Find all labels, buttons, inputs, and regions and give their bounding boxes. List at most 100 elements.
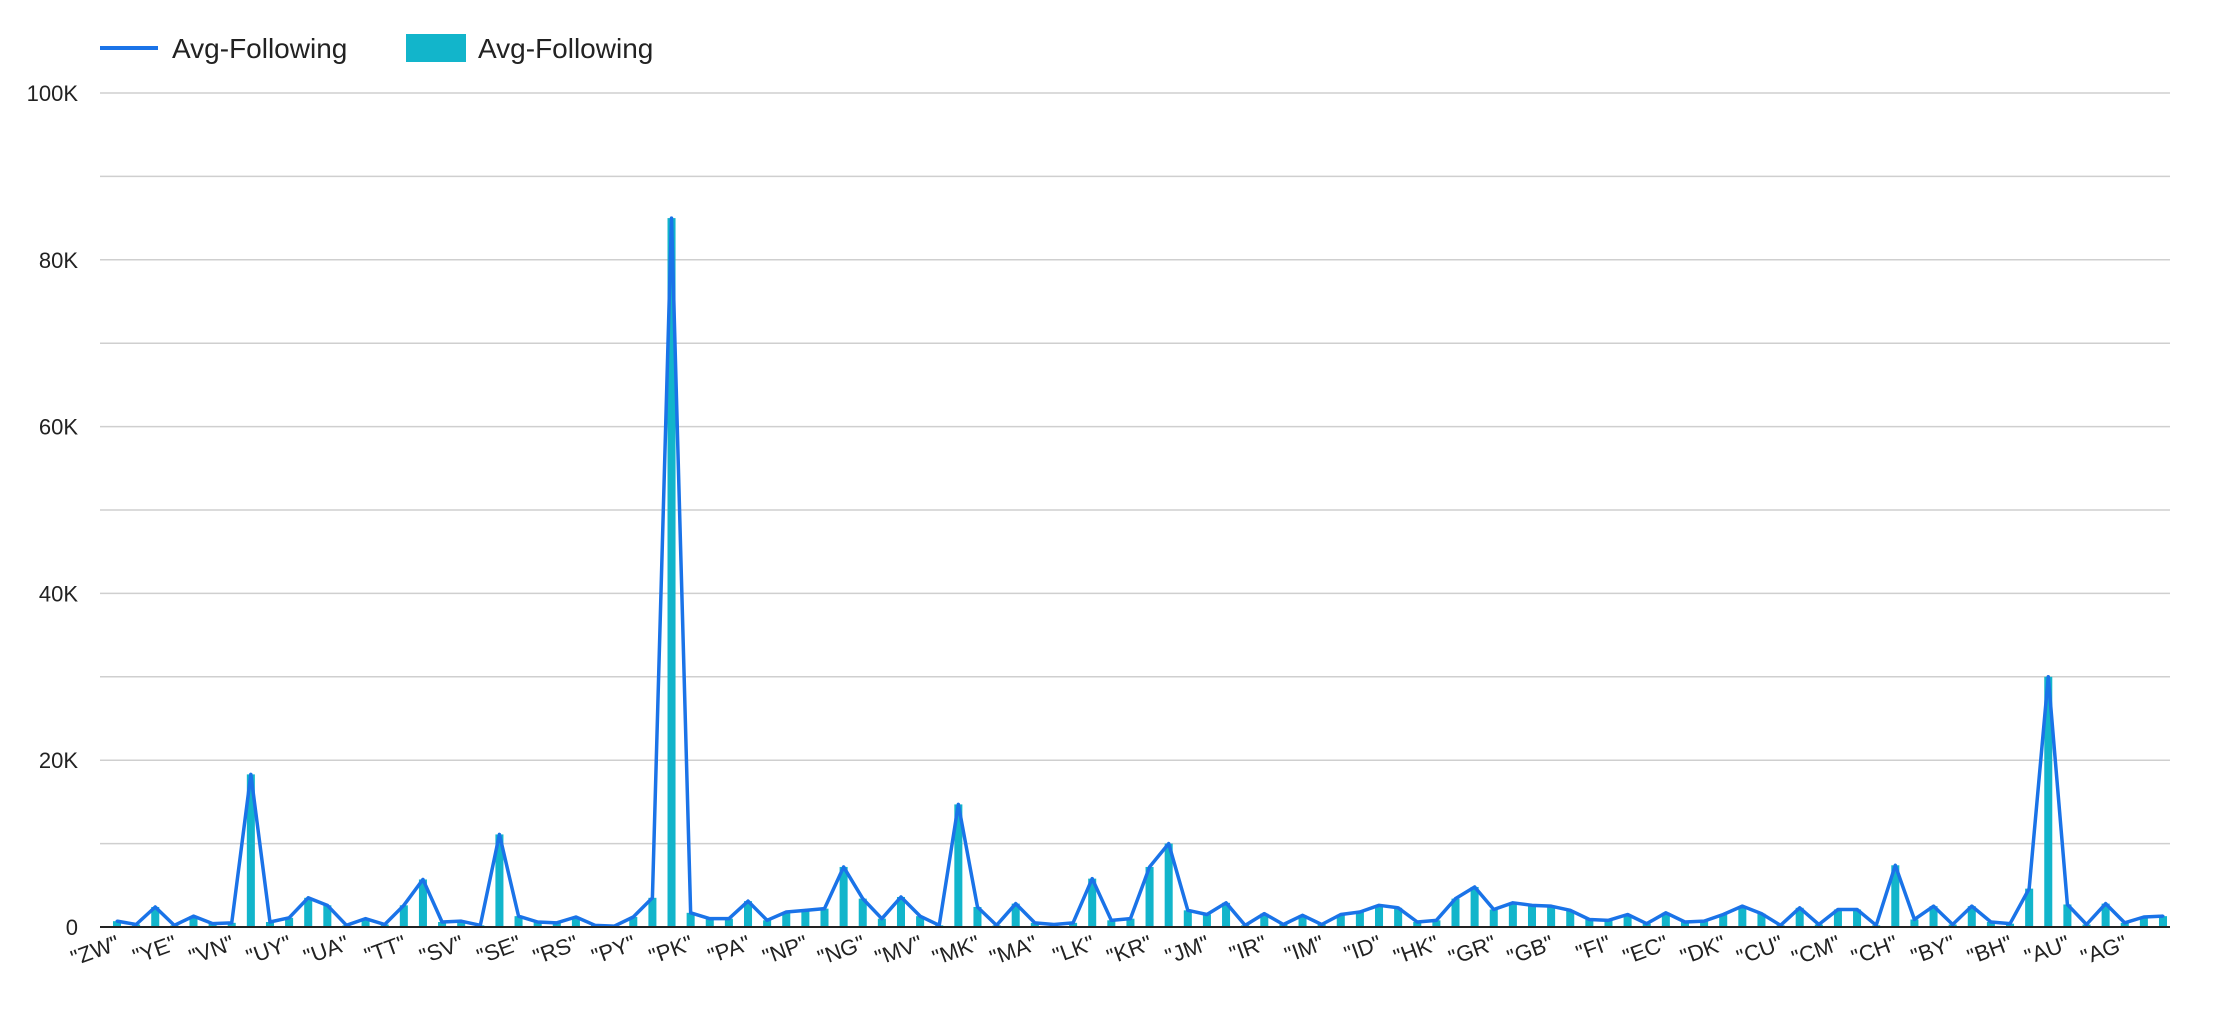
line-point[interactable] xyxy=(1836,907,1840,911)
bar[interactable] xyxy=(1547,906,1556,927)
bar[interactable] xyxy=(1853,909,1862,927)
bar[interactable] xyxy=(1986,921,1995,927)
bar[interactable] xyxy=(361,918,370,927)
bar[interactable] xyxy=(1585,919,1594,927)
line-point[interactable] xyxy=(517,914,521,918)
line-point[interactable] xyxy=(1740,904,1744,908)
line-point[interactable] xyxy=(1148,865,1152,869)
bar[interactable] xyxy=(1183,910,1192,927)
bar[interactable] xyxy=(1661,912,1670,927)
line-point[interactable] xyxy=(497,832,501,836)
line-point[interactable] xyxy=(1549,904,1553,908)
bar[interactable] xyxy=(1164,843,1173,927)
line-point[interactable] xyxy=(1568,908,1572,912)
bar[interactable] xyxy=(227,922,236,927)
line-point[interactable] xyxy=(2104,902,2108,906)
line-point[interactable] xyxy=(822,907,826,911)
line-point[interactable] xyxy=(1281,922,1285,926)
bar[interactable] xyxy=(151,906,160,927)
line-point[interactable] xyxy=(727,917,731,921)
legend[interactable]: Avg-Following Avg-Following xyxy=(100,33,653,64)
bar[interactable] xyxy=(1355,911,1364,927)
line-point[interactable] xyxy=(1530,903,1534,907)
line-point[interactable] xyxy=(364,917,368,921)
bar[interactable] xyxy=(743,901,753,927)
line-point[interactable] xyxy=(1090,877,1094,881)
line-point[interactable] xyxy=(1052,922,1056,926)
line-point[interactable] xyxy=(1511,901,1515,905)
line-point[interactable] xyxy=(2142,915,2146,919)
bar[interactable] xyxy=(1011,903,1020,927)
bar[interactable] xyxy=(801,910,810,927)
line-point[interactable] xyxy=(708,917,712,921)
line-point[interactable] xyxy=(1855,907,1859,911)
line-point[interactable] xyxy=(1186,908,1190,912)
bar[interactable] xyxy=(1929,906,1938,927)
line-point[interactable] xyxy=(1262,912,1266,916)
bar[interactable] xyxy=(1222,902,1231,927)
line-point[interactable] xyxy=(784,910,788,914)
bar[interactable] xyxy=(2139,916,2148,927)
bar[interactable] xyxy=(1470,886,1479,927)
line-point[interactable] xyxy=(975,905,979,909)
line-point[interactable] xyxy=(689,911,693,915)
series-line[interactable] xyxy=(116,216,2164,928)
line-point[interactable] xyxy=(880,917,884,921)
bar[interactable] xyxy=(2044,676,2053,927)
line-point[interactable] xyxy=(555,921,559,925)
line-point[interactable] xyxy=(2161,914,2165,918)
line-point[interactable] xyxy=(1645,922,1649,926)
bar[interactable] xyxy=(1451,898,1460,927)
line-point[interactable] xyxy=(2008,922,2012,926)
bar[interactable] xyxy=(552,922,561,927)
bar[interactable] xyxy=(629,916,638,927)
line-point[interactable] xyxy=(861,897,865,901)
bar[interactable] xyxy=(973,906,982,927)
bar[interactable] xyxy=(1604,920,1613,927)
line-point[interactable] xyxy=(1970,904,1974,908)
line-point[interactable] xyxy=(1912,917,1916,921)
bar[interactable] xyxy=(916,916,925,927)
line-point[interactable] xyxy=(670,216,674,220)
bar[interactable] xyxy=(2101,903,2110,927)
bar[interactable] xyxy=(189,916,198,927)
bar[interactable] xyxy=(457,921,466,927)
line-point[interactable] xyxy=(1893,863,1897,867)
bar[interactable] xyxy=(2158,916,2168,927)
bar[interactable] xyxy=(285,917,294,927)
line-point[interactable] xyxy=(249,772,253,776)
line-point[interactable] xyxy=(1128,917,1132,921)
bar[interactable] xyxy=(1202,914,1211,927)
bar[interactable] xyxy=(820,908,829,927)
line-point[interactable] xyxy=(1721,912,1725,916)
line-point[interactable] xyxy=(574,915,578,919)
line-point[interactable] xyxy=(1033,921,1037,925)
line-point[interactable] xyxy=(1014,902,1018,906)
line-point[interactable] xyxy=(1109,918,1113,922)
bar[interactable] xyxy=(1795,907,1804,927)
line-point[interactable] xyxy=(1759,912,1763,916)
line-point[interactable] xyxy=(2027,887,2031,891)
line-point[interactable] xyxy=(383,922,387,926)
bar[interactable] xyxy=(1489,909,1498,927)
bar[interactable] xyxy=(763,920,772,927)
line-point[interactable] xyxy=(134,922,138,926)
line-point[interactable] xyxy=(1626,912,1630,916)
line-point[interactable] xyxy=(1683,920,1687,924)
bar[interactable] xyxy=(495,834,504,927)
line-point[interactable] xyxy=(230,921,234,925)
line-point[interactable] xyxy=(956,802,960,806)
bar[interactable] xyxy=(1680,921,1689,927)
line-point[interactable] xyxy=(1415,920,1419,924)
line-point[interactable] xyxy=(1224,901,1228,905)
line-point[interactable] xyxy=(1587,917,1591,921)
bar[interactable] xyxy=(1967,906,1976,927)
line-point[interactable] xyxy=(191,914,195,918)
line-point[interactable] xyxy=(2085,922,2089,926)
bar[interactable] xyxy=(1432,920,1441,927)
line-point[interactable] xyxy=(1664,911,1668,915)
line-point[interactable] xyxy=(211,922,215,926)
bar[interactable] xyxy=(1375,905,1384,927)
bar[interactable] xyxy=(1508,902,1517,927)
line-point[interactable] xyxy=(1071,921,1075,925)
